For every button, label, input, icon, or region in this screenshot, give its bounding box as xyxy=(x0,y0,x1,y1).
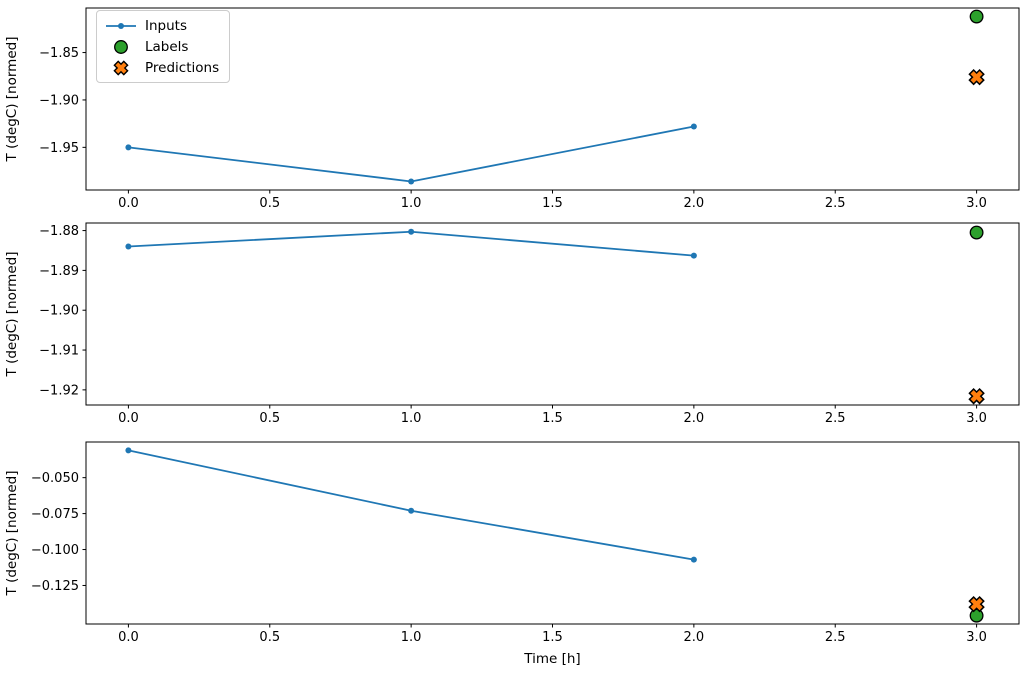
input-point xyxy=(690,556,697,563)
x-tick-label: 1.0 xyxy=(401,196,422,211)
input-point xyxy=(690,252,697,259)
x-tick-label: 1.5 xyxy=(542,411,563,426)
input-point xyxy=(125,144,132,151)
y-tick-label: −1.89 xyxy=(39,264,79,279)
x-tick-label: 0.0 xyxy=(118,630,139,645)
x-tick-label: 3.0 xyxy=(966,630,987,645)
y-tick-label: −1.92 xyxy=(39,383,79,398)
legend-label-labels: Labels xyxy=(145,38,189,55)
label-point xyxy=(969,9,984,24)
series-line-inputs xyxy=(128,125,695,183)
y-axis-title: T (degC) [normed] xyxy=(4,252,20,378)
y-tick-label: −0.050 xyxy=(31,471,79,486)
subplot-2: 0.0 0.5 1.0 1.5 2.0 2.5 3.0 −1.88 −1.89 −1.90 −1.9… xyxy=(4,222,1020,426)
x-tick-label: 0.0 xyxy=(118,411,139,426)
input-point xyxy=(408,507,415,514)
predictions-x-icon xyxy=(105,59,137,76)
y-tick-label: −0.125 xyxy=(31,579,79,594)
legend-item-inputs: Inputs xyxy=(105,15,219,36)
label-point xyxy=(969,225,984,240)
x-tick-label: 1.5 xyxy=(542,196,563,211)
legend: Inputs Labels Predictions xyxy=(96,10,231,83)
input-point xyxy=(690,123,697,130)
x-tick-label: 2.0 xyxy=(684,196,705,211)
y-tick-label: −0.075 xyxy=(31,507,79,522)
x-tick-label: 0.5 xyxy=(259,196,280,211)
labels-circle-icon xyxy=(105,39,137,55)
y-tick-label: −1.85 xyxy=(39,46,79,61)
y-tick-label: −1.90 xyxy=(39,93,79,108)
x-tick-label: 2.5 xyxy=(825,411,846,426)
series-line-inputs xyxy=(128,449,695,561)
y-axis-title: T (degC) [normed] xyxy=(4,471,20,597)
x-tick-label: 0.5 xyxy=(259,630,280,645)
inputs-line-dot-icon xyxy=(105,18,137,34)
x-tick-label: 3.0 xyxy=(966,196,987,211)
y-tick-label: −1.90 xyxy=(39,304,79,319)
x-tick-label: 0.5 xyxy=(259,411,280,426)
prediction-point xyxy=(970,598,983,611)
prediction-point xyxy=(970,71,983,84)
x-tick-label: 0.0 xyxy=(118,196,139,211)
x-tick-label: 1.0 xyxy=(401,411,422,426)
input-point xyxy=(125,447,132,454)
legend-label-inputs: Inputs xyxy=(145,17,187,34)
y-tick-label: −1.88 xyxy=(39,224,79,239)
prediction-point xyxy=(970,390,983,403)
x-tick-label: 2.5 xyxy=(825,630,846,645)
legend-label-predictions: Predictions xyxy=(145,59,220,76)
subplot-1: 0.0 0.5 1.0 1.5 2.0 2.5 3.0 −1.85 −1.90 −1.95 T (d… xyxy=(4,7,1020,211)
x-tick-label: 3.0 xyxy=(966,411,987,426)
x-tick-label: 2.5 xyxy=(825,196,846,211)
axes-frame xyxy=(85,222,1020,406)
series-line-inputs xyxy=(128,230,694,257)
legend-item-predictions: Predictions xyxy=(105,57,219,78)
legend-item-labels: Labels xyxy=(105,36,219,57)
x-tick-label: 1.0 xyxy=(401,630,422,645)
y-tick-label: −1.95 xyxy=(39,141,79,156)
input-point xyxy=(408,178,415,185)
y-axis-title: T (degC) [normed] xyxy=(4,37,20,163)
input-point xyxy=(408,228,415,235)
axes-frame xyxy=(85,7,1020,191)
x-tick-label: 1.5 xyxy=(542,630,563,645)
x-axis-title: Time [h] xyxy=(524,651,581,667)
label-point xyxy=(969,608,984,623)
y-tick-label: −0.100 xyxy=(31,543,79,558)
input-point xyxy=(125,243,132,250)
y-tick-label: −1.91 xyxy=(39,344,79,359)
x-tick-label: 2.0 xyxy=(684,630,705,645)
subplot-3: 0.0 0.5 1.0 1.5 2.0 2.5 3.0 −0.050 −0.075 −0.100 −… xyxy=(4,441,1020,645)
axes-frame xyxy=(85,441,1020,625)
x-tick-label: 2.0 xyxy=(684,411,705,426)
